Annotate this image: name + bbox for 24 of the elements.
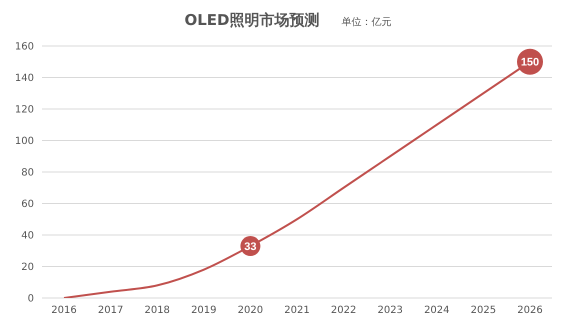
data-label: 33: [244, 240, 257, 253]
y-tick-label: 100: [14, 136, 34, 148]
data-label: 150: [520, 56, 540, 69]
x-tick-label: 2022: [330, 305, 356, 316]
y-tick-label: 160: [14, 42, 34, 53]
x-tick-label: 2026: [517, 305, 543, 316]
y-tick-label: 20: [21, 262, 34, 274]
y-tick-label: 60: [21, 199, 34, 210]
y-tick-label: 80: [21, 168, 34, 179]
chart-subtitle: 单位：亿元: [342, 17, 392, 28]
chart-title: OLED照明市场预测: [184, 11, 320, 29]
x-tick-label: 2023: [377, 305, 403, 316]
y-tick-label: 40: [21, 230, 34, 242]
x-tick-label: 2016: [51, 305, 77, 316]
x-tick-label: 2018: [144, 305, 170, 316]
x-tick-label: 2019: [191, 305, 217, 316]
x-tick-label: 2017: [98, 305, 124, 316]
y-tick-label: 140: [14, 73, 34, 84]
x-tick-label: 2024: [424, 305, 450, 316]
x-tick-label: 2025: [470, 305, 496, 316]
y-tick-label: 0: [28, 294, 34, 305]
y-tick-label: 120: [14, 104, 34, 116]
x-tick-label: 2021: [284, 305, 310, 316]
x-tick-label: 2020: [238, 305, 264, 316]
